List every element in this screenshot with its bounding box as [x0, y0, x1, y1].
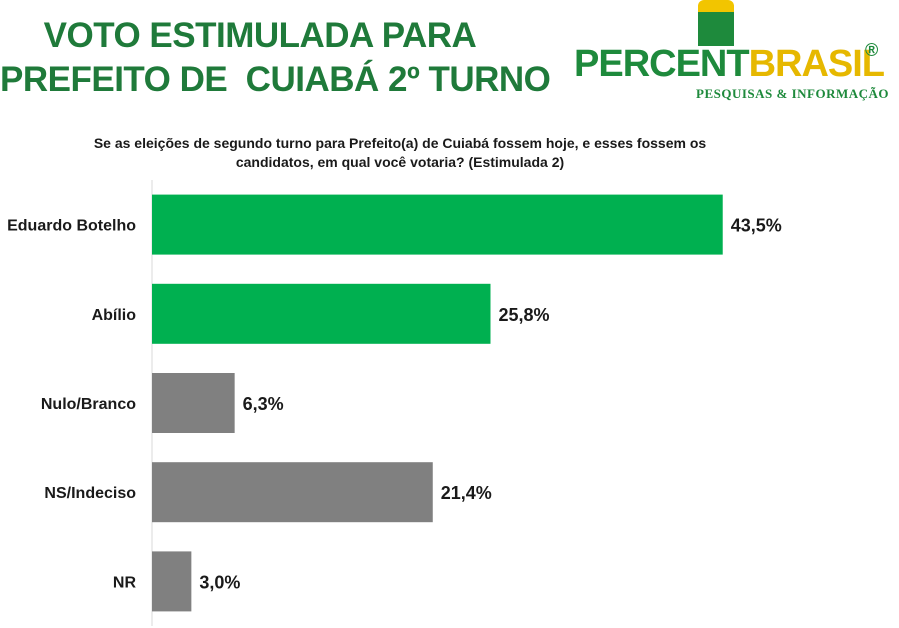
- bar: [152, 283, 491, 344]
- category-label: NR: [113, 574, 137, 591]
- registered-mark: ®: [865, 40, 879, 60]
- bar: [152, 551, 192, 612]
- percentbrasil-logo: PERCENTBRASIL ® PESQUISAS & INFORMAÇÃO: [572, 0, 892, 110]
- logo-wordmark-brasil: BRASIL: [748, 43, 885, 85]
- logo-flag-green-icon: [698, 12, 734, 46]
- logo-flag-yellow-icon: [698, 0, 734, 12]
- logo-tagline: PESQUISAS & INFORMAÇÃO: [696, 86, 890, 101]
- page-title: VOTO ESTIMULADA PARA PREFEITO DE CUIABÁ …: [0, 14, 551, 102]
- data-label: 43,5%: [731, 216, 782, 236]
- question-line-1: Se as eleições de segundo turno para Pre…: [93, 135, 707, 151]
- category-label: Nulo/Branco: [41, 396, 136, 413]
- data-label: 3,0%: [199, 572, 240, 592]
- bar: [152, 462, 433, 523]
- logo-wordmark-percent: PERCENT: [574, 43, 750, 85]
- bar: [152, 373, 235, 433]
- title-line-2: PREFEITO DE CUIABÁ 2º TURNO: [0, 60, 551, 99]
- title-line-1: VOTO ESTIMULADA PARA: [43, 16, 477, 55]
- category-label: Abílio: [92, 307, 137, 324]
- logo-wordmark: PERCENTBRASIL: [574, 43, 885, 85]
- category-label: Eduardo Botelho: [7, 218, 136, 235]
- survey-question: Se as eleições de segundo turno para Pre…: [40, 134, 760, 172]
- bar: [152, 194, 723, 255]
- data-label: 21,4%: [441, 483, 492, 503]
- data-label: 25,8%: [498, 305, 549, 325]
- question-line-2: candidatos, em qual você votaria? (Estim…: [235, 154, 565, 170]
- data-label: 6,3%: [243, 394, 284, 414]
- category-label: NS/Indeciso: [44, 485, 136, 502]
